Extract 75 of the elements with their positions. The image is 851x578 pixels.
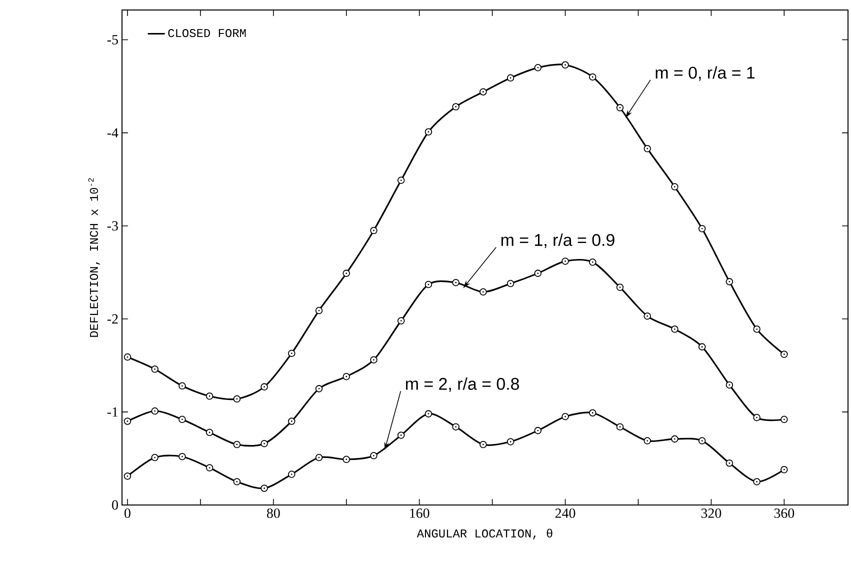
point xyxy=(178,416,186,424)
point xyxy=(452,103,460,110)
point xyxy=(534,270,542,277)
point xyxy=(178,382,186,390)
point xyxy=(206,392,214,400)
point xyxy=(506,74,514,82)
legend-label: CLOSED FORM xyxy=(168,29,246,38)
point xyxy=(260,383,268,390)
point xyxy=(315,306,323,314)
point xyxy=(534,64,542,72)
point xyxy=(616,284,624,291)
point xyxy=(562,258,569,265)
point xyxy=(506,438,514,446)
point xyxy=(753,414,760,422)
point xyxy=(206,428,214,436)
point xyxy=(424,410,432,418)
point xyxy=(288,418,296,425)
point xyxy=(397,317,405,324)
point xyxy=(288,350,296,357)
annotation: m = 1, r/a = 0.9 xyxy=(501,234,614,248)
point xyxy=(233,395,241,403)
annotation: m = 2, r/a = 0.8 xyxy=(406,377,519,392)
point xyxy=(480,88,487,96)
x-tick-label: 0 xyxy=(124,508,130,518)
x-tick-label: 160 xyxy=(410,508,430,518)
point xyxy=(424,128,432,136)
point xyxy=(753,478,760,486)
y-tick-label: -2 xyxy=(107,314,118,324)
point xyxy=(480,440,487,448)
point xyxy=(588,73,596,81)
point xyxy=(480,288,487,296)
point xyxy=(124,472,132,480)
point xyxy=(342,456,350,464)
point xyxy=(698,225,706,232)
y-tick-label: -1 xyxy=(107,407,118,417)
point xyxy=(588,409,596,417)
point xyxy=(260,440,268,448)
point xyxy=(178,452,186,460)
point xyxy=(753,325,760,333)
point xyxy=(698,343,706,350)
point xyxy=(397,432,405,439)
point xyxy=(780,350,788,358)
point xyxy=(233,478,241,486)
annotation: m = 0, r/a = 1 xyxy=(656,66,755,81)
point xyxy=(588,258,596,266)
x-tick-label: 80 xyxy=(266,508,280,518)
point xyxy=(342,372,350,380)
point xyxy=(342,270,350,277)
point xyxy=(424,280,432,288)
point xyxy=(124,418,132,425)
point xyxy=(780,466,788,474)
point xyxy=(698,437,706,444)
point xyxy=(726,459,734,467)
point xyxy=(671,325,678,333)
point xyxy=(671,435,678,443)
y-tick-label: -3 xyxy=(107,221,118,231)
point xyxy=(233,440,241,448)
point xyxy=(644,437,651,444)
point xyxy=(260,484,268,492)
x-tick-label: 240 xyxy=(555,508,576,518)
point xyxy=(644,144,651,152)
y-axis-title: DEFLECTION, INCH x 10$^{-2}$ xyxy=(88,178,100,337)
x-axis-title: ANGULAR LOCATION, θ xyxy=(416,528,552,540)
x-tick-label: 360 xyxy=(774,508,794,518)
point xyxy=(534,426,542,434)
point xyxy=(616,423,624,430)
y-tick-label: -5 xyxy=(107,35,118,44)
y-tick-label: 0 xyxy=(112,500,118,510)
point xyxy=(370,356,378,364)
x-tick-label: 320 xyxy=(701,508,722,518)
point xyxy=(397,176,405,184)
point xyxy=(452,278,460,286)
y-tick-label: -4 xyxy=(107,128,118,138)
point xyxy=(452,423,460,430)
point xyxy=(124,353,132,361)
